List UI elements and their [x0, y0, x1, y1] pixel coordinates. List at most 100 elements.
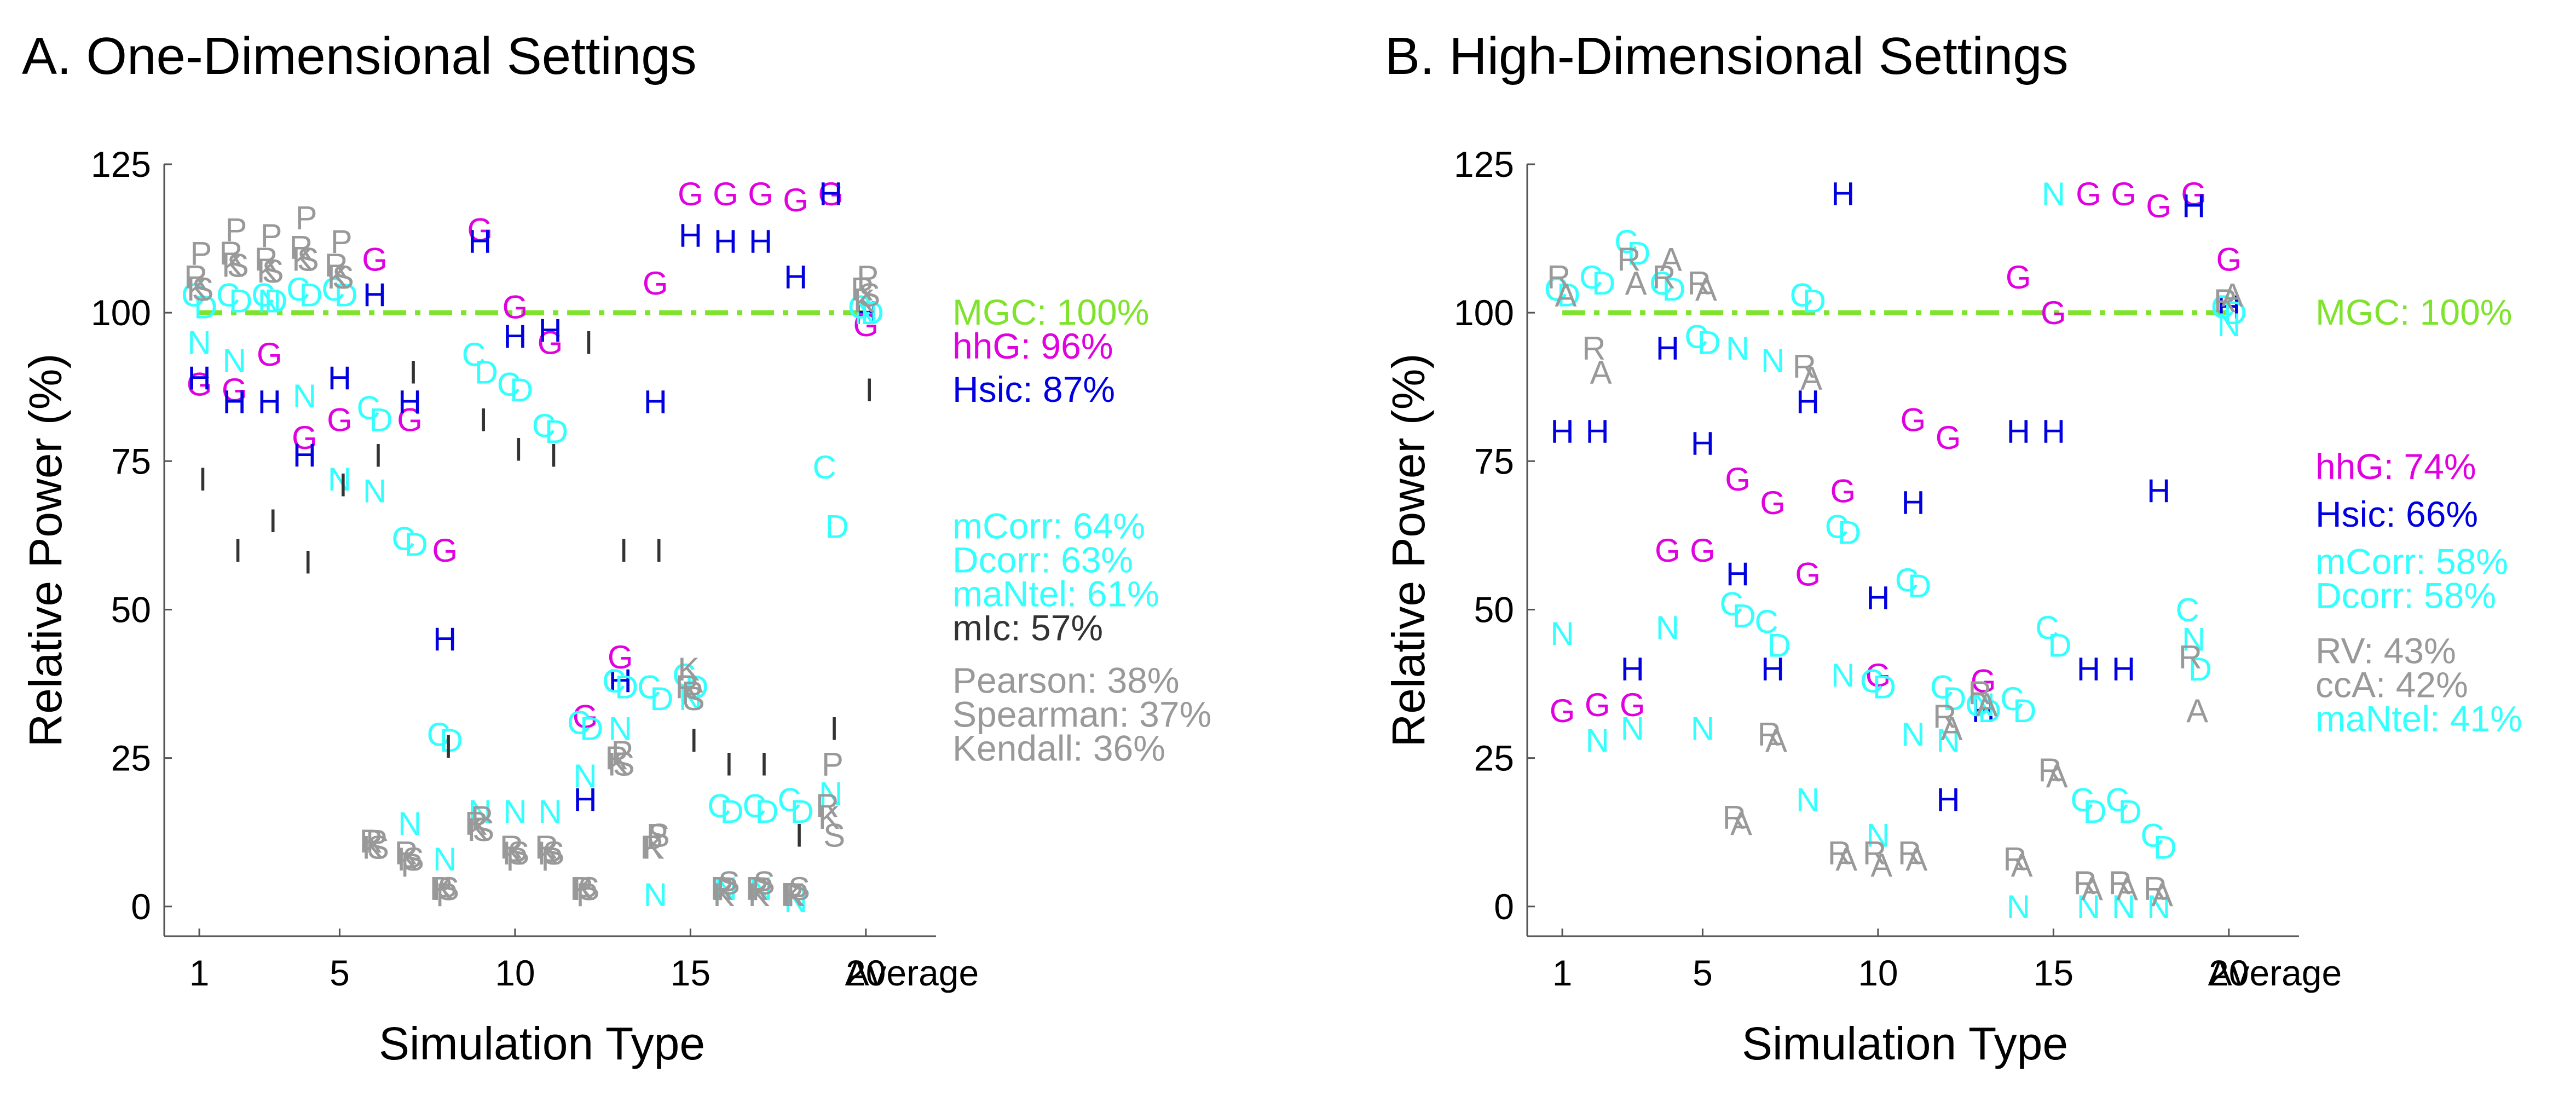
data-point-c: C [777, 782, 801, 818]
y-tick-label: 125 [91, 144, 151, 184]
data-point-c: C [2105, 782, 2129, 818]
data-point-d: D [334, 277, 357, 314]
data-point-d: D [755, 793, 778, 830]
data-point-n: N [1691, 710, 1714, 747]
data-point-h: H [1796, 384, 1820, 420]
data-point-s: S [192, 271, 213, 308]
data-point-d: D [2223, 295, 2247, 331]
data-point-n: N [538, 793, 562, 830]
data-point-r: R [640, 829, 663, 866]
data-point-n: N [398, 805, 421, 842]
data-point-i: I [374, 437, 383, 474]
data-point-g: G [748, 176, 773, 212]
axes-frame [163, 164, 936, 937]
data-point-r: R [254, 241, 278, 278]
data-point-n: N [714, 870, 737, 907]
data-point-k: K [503, 835, 524, 872]
data-point-n: N [1936, 722, 1960, 759]
data-point-n: N [258, 282, 281, 319]
data-point-n: N [749, 870, 772, 907]
data-point-n: N [819, 776, 842, 812]
data-point-i: I [198, 461, 207, 498]
data-point-s: S [297, 241, 319, 278]
data-point-d: D [2013, 693, 2036, 729]
data-point-r: R [1863, 835, 1886, 872]
panel-high-dimensional: B. High-Dimensional Settings Simulation … [1383, 27, 2522, 1069]
data-point-h: H [1866, 580, 1890, 616]
data-point-d: D [1662, 271, 1685, 308]
data-point-k: K [783, 877, 805, 913]
x-tick-label: 20 [846, 953, 886, 993]
data-point-c: C [707, 787, 731, 824]
data-point-k: K [608, 746, 629, 782]
data-point-d: D [1557, 277, 1580, 314]
data-point-g: G [2146, 188, 2171, 224]
data-point-g: G [608, 639, 633, 676]
data-point-s: S [753, 864, 775, 901]
data-point-s: S [507, 835, 529, 872]
data-point-r: R [289, 229, 313, 266]
data-point-d: D [2153, 829, 2177, 866]
data-point-d: D [229, 282, 252, 319]
data-point-d: D [1978, 693, 2001, 729]
legend-entry: mCorr: 64% [952, 506, 1145, 546]
data-point-s: S [402, 841, 424, 878]
data-point-d: D [580, 710, 603, 747]
data-point-g: G [503, 289, 528, 325]
data-point-n: N [1972, 687, 1995, 723]
data-point-n: N [2077, 889, 2100, 925]
data-point-g: G [467, 211, 493, 248]
data-point-p: P [576, 877, 598, 913]
data-point-d: D [2188, 651, 2212, 688]
data-point-a: A [1905, 841, 1927, 878]
data-point-c: C [1614, 223, 1638, 260]
data-point-h: H [398, 384, 421, 420]
data-point-c: C [2211, 289, 2234, 325]
data-point-n: N [468, 793, 492, 830]
data-point-p: P [857, 259, 879, 296]
data-point-k: K [327, 259, 349, 296]
data-point-r: R [535, 829, 558, 866]
data-point-h: H [2182, 188, 2205, 224]
data-point-g: G [2041, 295, 2066, 331]
panel-one-dimensional: A. One-Dimensional Settings Simulation T… [20, 27, 1211, 1069]
data-point-h: H [1656, 330, 1679, 367]
data-point-n: N [293, 378, 316, 414]
data-point-n: N [2007, 889, 2030, 925]
y-axis-label: Relative Power (%) [20, 354, 71, 747]
data-point-a: A [1555, 277, 1576, 314]
data-point-h: H [328, 360, 351, 396]
data-point-r: R [395, 835, 418, 872]
x-tick-label: 1 [1552, 953, 1573, 993]
data-point-i: I [830, 710, 839, 747]
data-point-r: R [745, 870, 769, 907]
y-tick-label: 25 [111, 738, 151, 779]
data-point-r: R [675, 668, 698, 705]
x-tick-label: 10 [495, 953, 535, 993]
data-point-g: G [853, 307, 879, 343]
data-point-s: S [227, 247, 249, 284]
data-point-c: C [391, 520, 415, 557]
data-point-h: H [714, 223, 737, 260]
data-point-r: R [1582, 330, 1605, 367]
data-point-k: K [538, 835, 559, 872]
data-point-h: H [1586, 413, 1609, 450]
data-point-s: S [823, 817, 845, 854]
data-point-s: S [788, 870, 810, 907]
data-point-r: R [324, 247, 348, 284]
data-point-a: A [1660, 241, 1682, 278]
data-point-n: N [328, 461, 351, 498]
legend-entry: RV: 43% [2315, 630, 2456, 671]
data-point-n: N [854, 295, 877, 331]
data-point-d: D [545, 413, 568, 450]
data-point-i: I [444, 728, 453, 765]
data-point-p: P [296, 200, 317, 237]
data-point-g: G [1655, 532, 1680, 569]
data-point-h: H [503, 319, 527, 355]
data-point-g: G [432, 532, 458, 569]
data-point-i: I [514, 431, 523, 468]
data-point-g: G [2006, 259, 2031, 296]
data-point-a: A [2116, 870, 2138, 907]
